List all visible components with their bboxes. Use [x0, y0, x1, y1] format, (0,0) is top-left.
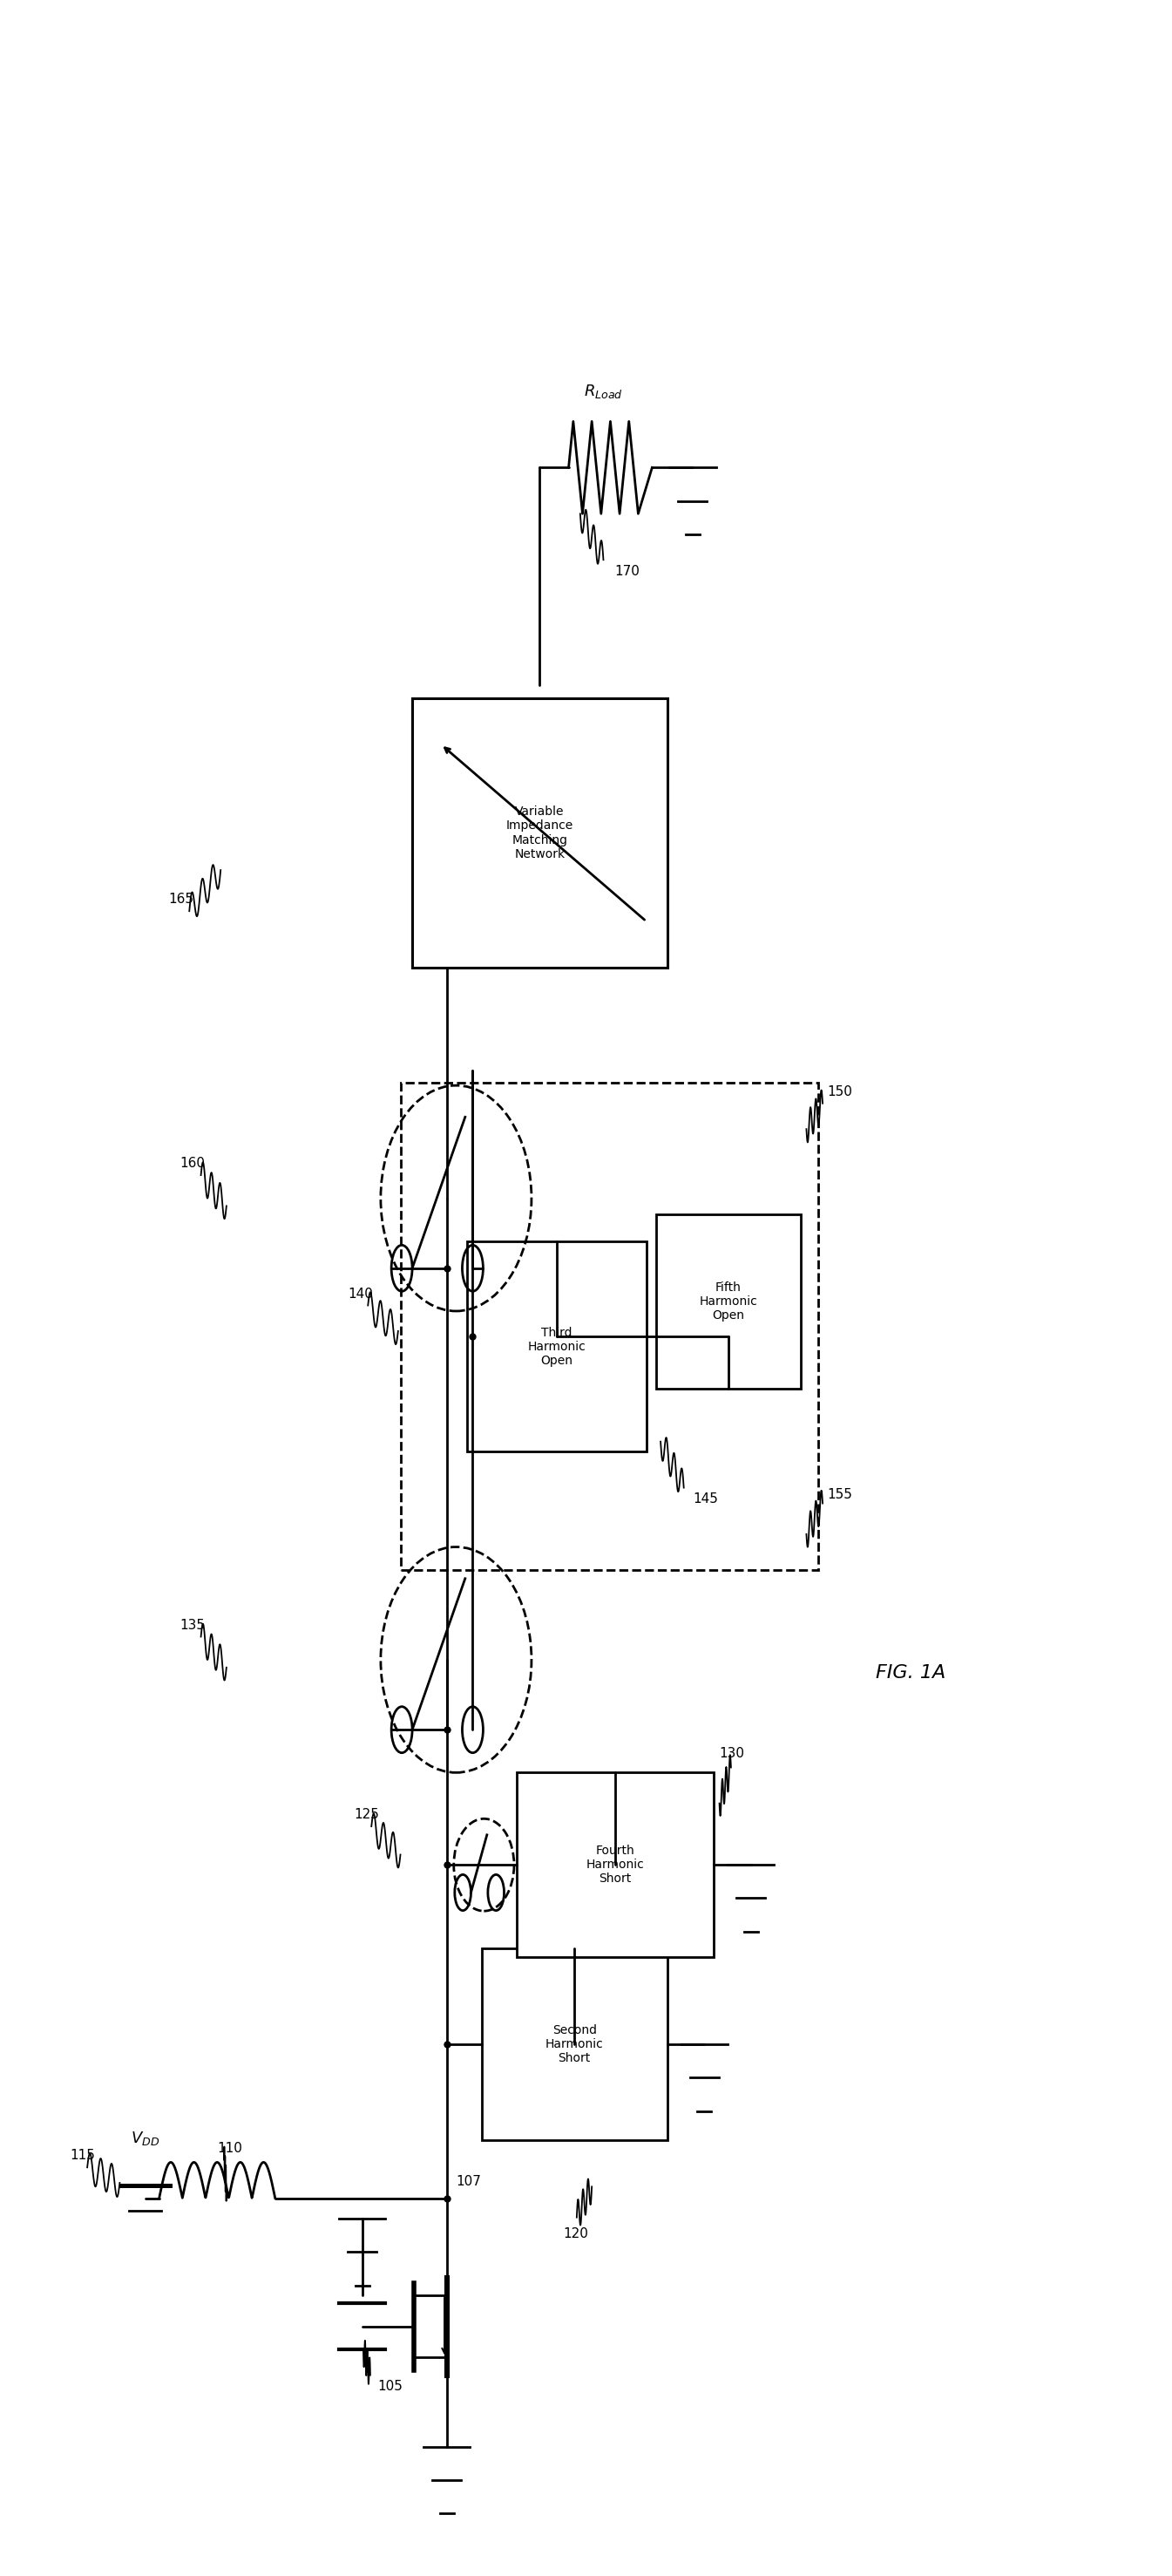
Text: Second
Harmonic
Short: Second Harmonic Short	[545, 2025, 604, 2063]
Text: 170: 170	[615, 564, 640, 577]
Bar	[466, 1242, 647, 1453]
Text: 125: 125	[354, 1808, 380, 1821]
Text: 130: 130	[720, 1747, 744, 1759]
Text: 140: 140	[348, 1288, 374, 1301]
Text: FIG. 1A: FIG. 1A	[875, 1664, 946, 1682]
Text: 115: 115	[70, 2148, 95, 2161]
Text: Variable
Impedance
Matching
Network: Variable Impedance Matching Network	[506, 806, 573, 860]
Text: Fourth
Harmonic
Short: Fourth Harmonic Short	[586, 1844, 645, 1886]
Text: 155: 155	[827, 1489, 852, 1502]
Bar	[517, 1772, 714, 1958]
Text: 110: 110	[217, 2141, 243, 2154]
Text: Fifth
Harmonic
Open: Fifth Harmonic Open	[700, 1280, 757, 1321]
Text: 105: 105	[377, 2380, 402, 2393]
Text: 120: 120	[563, 2228, 588, 2241]
Text: 145: 145	[693, 1492, 718, 1507]
Text: 135: 135	[180, 1618, 205, 1631]
Text: $V_{DD}$: $V_{DD}$	[131, 2130, 159, 2146]
Text: Third
Harmonic
Open: Third Harmonic Open	[527, 1327, 586, 1368]
Bar	[413, 698, 667, 969]
Text: 150: 150	[827, 1084, 852, 1097]
Text: 107: 107	[456, 2174, 482, 2187]
Bar	[656, 1213, 800, 1388]
Bar	[482, 1947, 667, 2141]
Text: 165: 165	[169, 894, 193, 907]
Text: $R_{Load}$: $R_{Load}$	[584, 384, 624, 399]
Text: 160: 160	[180, 1157, 205, 1170]
Bar	[401, 1082, 818, 1569]
